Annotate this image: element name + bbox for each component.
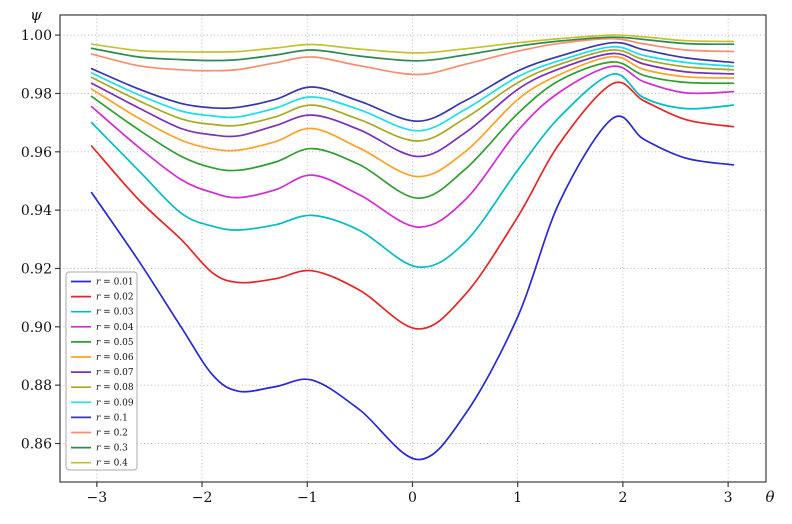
series-line-0.3 — [90, 36, 735, 62]
y-tick-label: 0.98 — [21, 86, 52, 102]
series-line-0.08 — [90, 49, 735, 142]
legend-label: r = 0.2 — [96, 429, 128, 439]
x-tick-label: 0 — [408, 490, 417, 506]
plot-border — [59, 14, 767, 483]
x-tick-label: 1 — [513, 490, 522, 506]
legend: r = 0.01 r = 0.02 r = 0.03 r = 0.04 r = 0.05… — [65, 271, 138, 471]
legend-label: r = 0.06 — [96, 353, 134, 363]
axes-layer: −3 −2 −1 0 1 2 3 0.86 0.88 0.90 0.92 0.94 0.96 0.98 1.… — [21, 14, 767, 506]
grid-layer — [60, 15, 766, 482]
y-tick-label: 0.90 — [21, 320, 52, 336]
legend-label: r = 0.08 — [96, 383, 134, 393]
series-line-0.4 — [90, 34, 735, 54]
legend-label: r = 0.4 — [96, 459, 128, 469]
series-line-0.05 — [90, 61, 735, 200]
series-line-0.04 — [90, 65, 735, 228]
series-line-0.06 — [90, 55, 735, 178]
x-tick-label: −3 — [87, 490, 108, 506]
y-axis-label: ψ — [30, 6, 42, 24]
x-tick-label: 2 — [618, 490, 627, 506]
series-line-0.2 — [90, 37, 735, 76]
y-tick-label: 0.94 — [21, 203, 52, 219]
series-line-0.03 — [90, 73, 735, 269]
y-tick-label: 0.92 — [21, 261, 52, 277]
series-line-0.02 — [90, 81, 735, 330]
series-line-0.07 — [90, 52, 735, 158]
legend-label: r = 0.09 — [96, 398, 134, 408]
legend-label: r = 0.3 — [96, 444, 128, 454]
series-line-0.01 — [90, 115, 735, 461]
y-tick-label: 0.96 — [21, 145, 52, 161]
x-axis-label: θ — [765, 488, 774, 506]
series-layer — [90, 34, 735, 461]
legend-label: r = 0.01 — [96, 278, 134, 288]
legend-label: r = 0.02 — [96, 293, 134, 303]
y-tick-label: 1.00 — [21, 28, 52, 44]
legend-label: r = 0.04 — [96, 323, 134, 333]
y-tick-label: 0.88 — [21, 378, 52, 394]
x-tick-label: −2 — [192, 490, 213, 506]
x-tick-label: −1 — [297, 490, 318, 506]
series-line-0.09 — [90, 45, 735, 132]
legend-box — [65, 271, 138, 471]
legend-label: r = 0.1 — [96, 413, 128, 423]
x-tick-label: 3 — [724, 490, 733, 506]
legend-label: r = 0.07 — [96, 368, 134, 378]
series-line-0.1 — [90, 41, 735, 123]
legend-label: r = 0.05 — [96, 338, 134, 348]
y-tick-label: 0.86 — [21, 436, 52, 452]
legend-label: r = 0.03 — [96, 308, 134, 318]
